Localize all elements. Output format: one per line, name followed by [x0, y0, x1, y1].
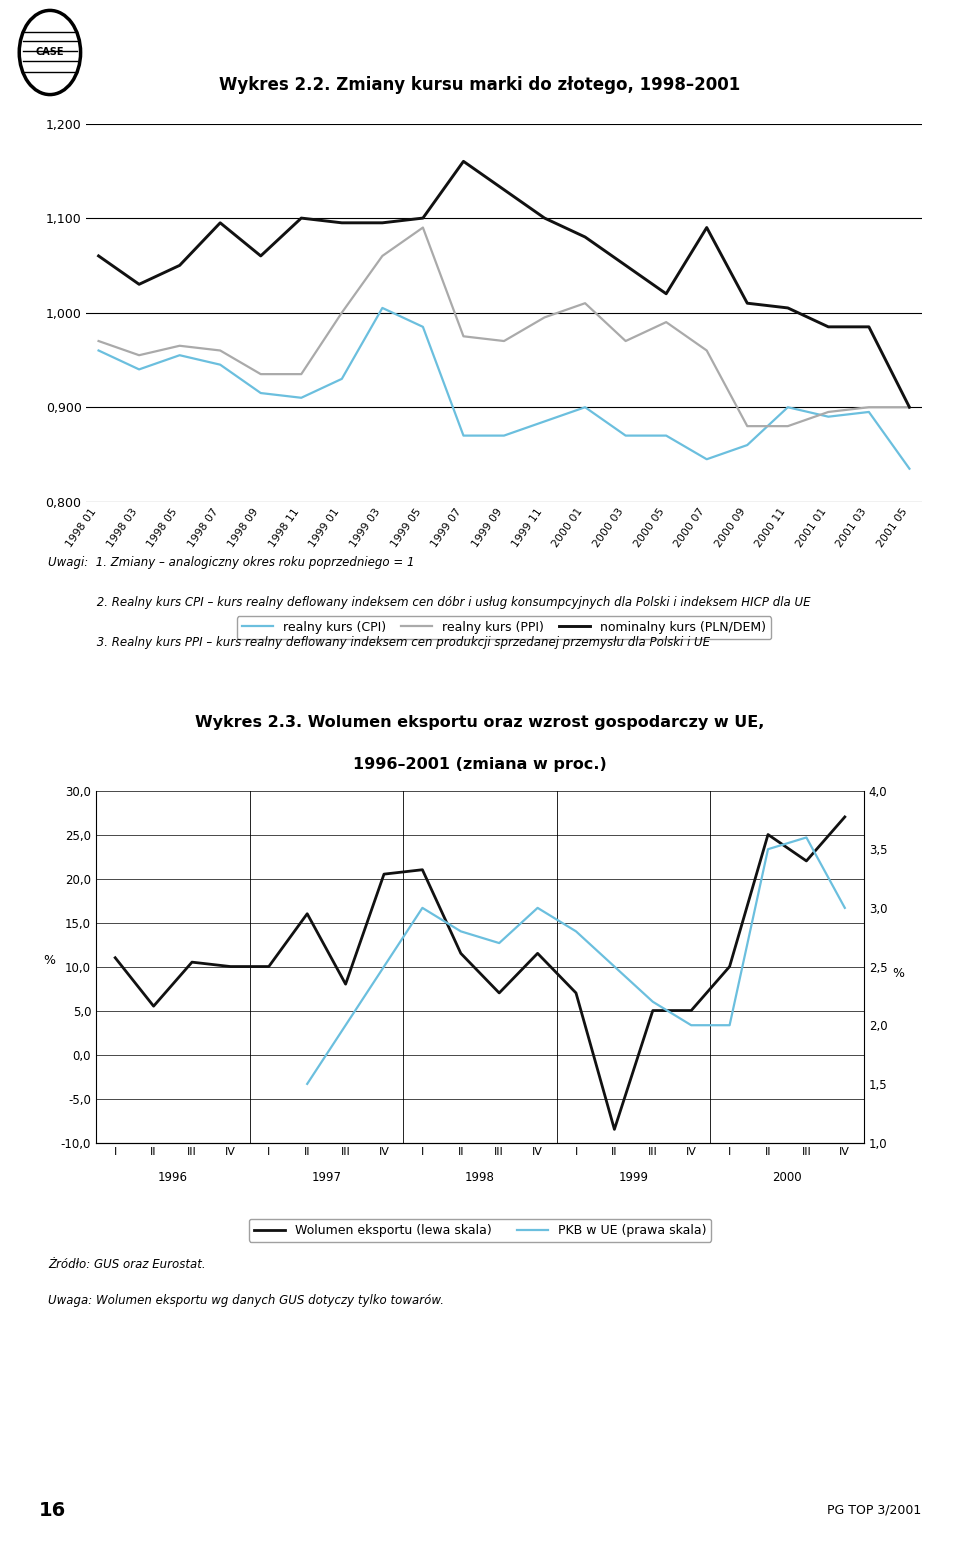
Text: 2. Realny kurs CPI – kurs realny deflowany indeksem cen dóbr i usług konsumpcyjn: 2. Realny kurs CPI – kurs realny deflowa… — [48, 596, 810, 608]
Text: 1997: 1997 — [311, 1170, 342, 1184]
Text: 2000: 2000 — [773, 1170, 802, 1184]
Text: 16: 16 — [38, 1501, 65, 1519]
Text: Wykres 2.3. Wolumen eksportu oraz wzrost gospodarczy w UE,: Wykres 2.3. Wolumen eksportu oraz wzrost… — [195, 715, 765, 730]
Text: Żródło: GUS oraz Eurostat.: Żródło: GUS oraz Eurostat. — [48, 1258, 205, 1271]
Text: 1998: 1998 — [465, 1170, 495, 1184]
Text: PG TOP 3/2001: PG TOP 3/2001 — [828, 1504, 922, 1516]
Text: CASE: CASE — [36, 48, 64, 57]
Legend: Wolumen eksportu (lewa skala), PKB w UE (prawa skala): Wolumen eksportu (lewa skala), PKB w UE … — [249, 1218, 711, 1241]
Text: Uwaga: Wolumen eksportu wg danych GUS dotyczy tylko towarów.: Uwaga: Wolumen eksportu wg danych GUS do… — [48, 1294, 444, 1306]
Text: 1996–2001 (zmiana w proc.): 1996–2001 (zmiana w proc.) — [353, 757, 607, 772]
Text: 1996: 1996 — [157, 1170, 188, 1184]
Text: 3. Realny kurs PPI – kurs realny deflowany indeksem cen produkcji sprzedanej prz: 3. Realny kurs PPI – kurs realny deflowa… — [48, 636, 710, 648]
Y-axis label: %: % — [43, 954, 56, 967]
Legend: realny kurs (CPI), realny kurs (PPI), nominalny kurs (PLN/DEM): realny kurs (CPI), realny kurs (PPI), no… — [236, 616, 772, 639]
Text: 1999: 1999 — [618, 1170, 649, 1184]
Text: Uwagi:  1. Zmiany – analogiczny okres roku poprzedniego = 1: Uwagi: 1. Zmiany – analogiczny okres rok… — [48, 556, 415, 568]
Y-axis label: %: % — [893, 967, 904, 979]
Text: Wykres 2.2. Zmiany kursu marki do złotego, 1998–2001: Wykres 2.2. Zmiany kursu marki do złoteg… — [220, 76, 740, 94]
